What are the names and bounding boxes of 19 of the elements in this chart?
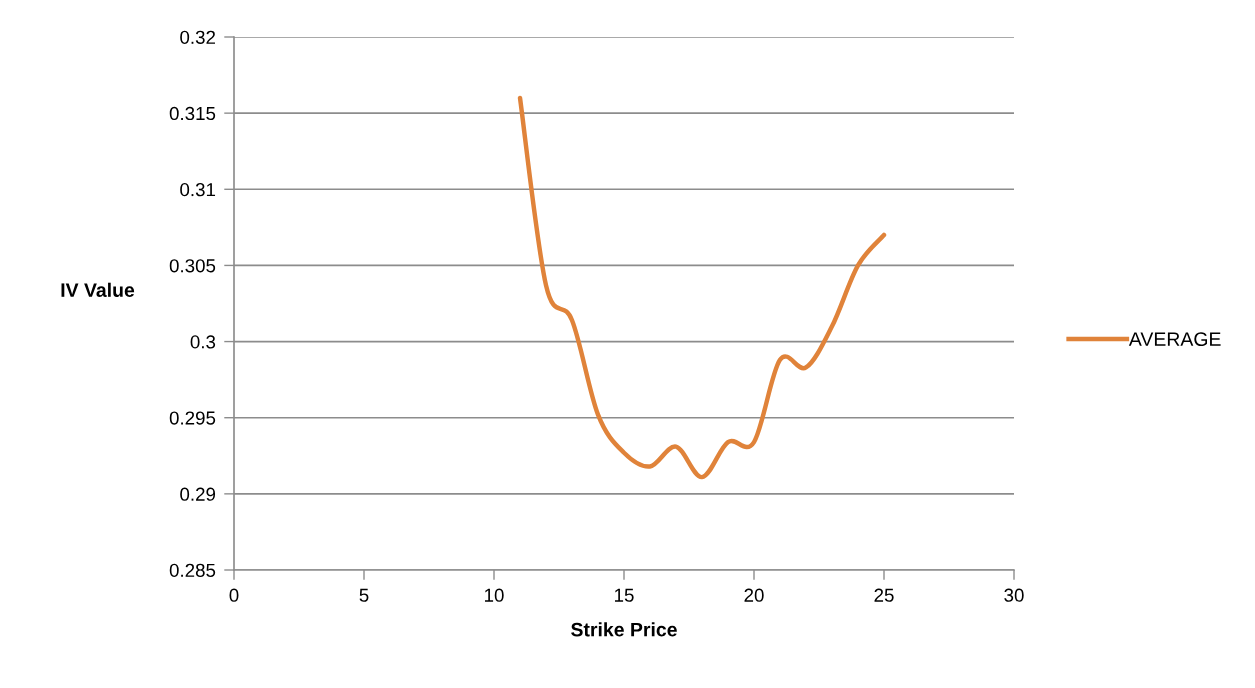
- x-tick-label: 10: [485, 588, 504, 602]
- x-tick-label: 20: [744, 588, 764, 602]
- y-tick-label: 0.29: [180, 487, 216, 501]
- y-axis-title: IV Value: [61, 282, 135, 297]
- line-series: [517, 95, 887, 480]
- x-tick-label: 15: [615, 588, 634, 602]
- legend-label: AVERAGE: [1128, 332, 1221, 347]
- y-tick-label: 0.3: [190, 335, 216, 349]
- x-tick-label: 0: [229, 588, 239, 602]
- x-tick-label: 25: [874, 588, 894, 602]
- y-tick-label: 0.285: [169, 563, 216, 577]
- y-tick-label: 0.305: [169, 259, 216, 273]
- y-tick-label: 0.32: [180, 30, 216, 44]
- y-tick-label: 0.31: [180, 182, 216, 197]
- x-axis-title: Strike Price: [571, 622, 677, 637]
- x-tick-label: 5: [359, 588, 369, 602]
- y-tick-label: 0.295: [169, 411, 216, 425]
- y-tick-label: 0.315: [169, 106, 216, 121]
- x-tick-label: 30: [1004, 588, 1024, 602]
